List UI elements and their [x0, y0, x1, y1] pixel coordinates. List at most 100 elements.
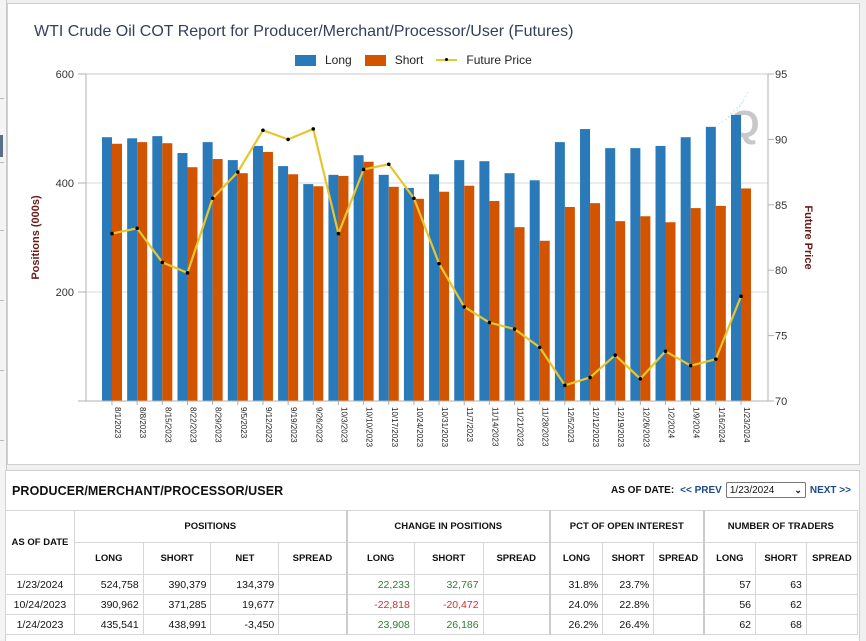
price-line-segment: [438, 263, 466, 308]
side-tick: [0, 98, 4, 99]
bar-short: [439, 191, 450, 401]
right-axis-tick-label: 80: [775, 265, 787, 277]
date-navigation: AS OF DATE: << PREV 1/23/2024 ⌄ NEXT >>: [611, 482, 851, 498]
header-pos-spread: SPREAD: [278, 542, 348, 575]
cell-chg-spread: [482, 614, 551, 635]
x-axis-tick-label: 12/19/2023: [616, 407, 625, 448]
x-axis-tick-label: 1/16/2024: [717, 407, 726, 443]
x-axis-tick-label: 8/8/2023: [138, 407, 147, 439]
chart-legend: Long Short Future Price: [295, 52, 545, 68]
table-sub-header-row: LONG SHORT NET SPREAD LONG SHORT SPREAD …: [6, 542, 859, 575]
cell-chg-spread: [482, 574, 551, 595]
cot-data-table: AS OF DATE POSITIONS CHANGE IN POSITIONS…: [5, 510, 859, 635]
bar-long: [504, 173, 515, 401]
bar-long: [680, 137, 691, 401]
price-point: [563, 383, 567, 388]
table-group-header-row: AS OF DATE POSITIONS CHANGE IN POSITIONS…: [5, 510, 858, 575]
bar-short: [514, 227, 525, 401]
right-axis-tick-label: 90: [775, 134, 787, 146]
price-line-segment: [387, 163, 415, 199]
bar-long: [731, 114, 741, 401]
header-pos-long: LONG: [73, 542, 144, 575]
cell-pos-short: 371,285: [142, 594, 212, 615]
price-point: [537, 345, 542, 350]
header-positions: POSITIONS: [73, 510, 348, 543]
legend-swatch-long: [295, 54, 316, 66]
bar-long: [303, 184, 314, 401]
cell-chg-long: 22,233: [345, 574, 415, 595]
x-axis-tick-label: 9/5/2023: [239, 407, 248, 439]
bar-long: [328, 174, 339, 401]
price-line-segment: [412, 197, 441, 265]
header-pos-short: SHORT: [142, 542, 212, 575]
bar-long: [605, 148, 616, 401]
x-axis-tick-label: 10/10/2023: [365, 407, 374, 448]
x-axis-tick-label: 8/22/2023: [188, 407, 197, 443]
bar-short: [262, 151, 273, 401]
x-axis-tick-label: 12/12/2023: [591, 407, 600, 448]
legend-item-future-price[interactable]: Future Price: [436, 53, 532, 67]
x-axis-tick-label: 12/26/2023: [641, 407, 650, 448]
left-axis-tick-label: 200: [56, 287, 74, 299]
price-point: [462, 305, 467, 309]
price-point: [361, 167, 366, 172]
legend-item-short[interactable]: Short: [364, 53, 423, 67]
cell-pos-long: 524,758: [73, 574, 144, 595]
price-point: [110, 231, 114, 236]
cell-pos-net: -3,450: [210, 614, 280, 635]
price-line-segment: [564, 376, 591, 387]
price-line-segment: [161, 261, 188, 274]
side-tab-marker[interactable]: [0, 135, 3, 157]
price-line-segment: [211, 171, 239, 200]
cell-tr-long: 56: [702, 594, 756, 615]
cell-chg-long: 23,908: [345, 614, 415, 635]
x-axis-tick-label: 1/2/2024: [667, 407, 676, 439]
price-point: [638, 376, 643, 381]
x-axis-tick-label: 11/21/2023: [516, 407, 525, 447]
price-point: [336, 231, 341, 236]
left-axis-tick-label: 600: [56, 69, 74, 81]
bar-long: [353, 155, 364, 401]
prev-date-link[interactable]: << PREV: [680, 484, 722, 496]
bar-short: [640, 216, 651, 401]
header-chg-short: SHORT: [413, 542, 484, 575]
cell-pos-long: 435,541: [73, 614, 144, 635]
price-point: [160, 260, 165, 265]
cell-pos-short: 438,991: [142, 614, 212, 635]
cell-chg-short: 26,186: [413, 614, 484, 635]
bar-long: [252, 145, 263, 401]
cell-tr-spread: [805, 574, 859, 595]
price-line-segment: [513, 328, 541, 349]
legend-swatch-short: [364, 54, 386, 66]
next-date-link[interactable]: NEXT >>: [809, 484, 851, 496]
cell-tr-long: 57: [702, 574, 756, 595]
header-pos-net: NET: [210, 542, 280, 575]
cell-date: 1/24/2023: [5, 614, 75, 635]
header-number-of-traders: NUMBER OF TRADERS: [702, 510, 858, 543]
cell-tr-short: 63: [755, 574, 807, 595]
price-point: [311, 127, 316, 131]
bar-long: [479, 161, 490, 401]
bar-long: [278, 166, 289, 401]
price-point: [437, 261, 441, 266]
price-line-segment: [538, 346, 566, 386]
price-point: [210, 196, 215, 201]
x-axis-tick-label: 8/1/2023: [113, 407, 122, 439]
side-tick: [0, 162, 4, 163]
date-select[interactable]: 1/23/2024 ⌄: [725, 482, 806, 498]
cell-chg-long: -22,818: [345, 594, 415, 615]
cell-tr-short: 68: [755, 614, 807, 635]
cell-pct-long: 31.8%: [548, 574, 604, 595]
date-select-value: 1/23/2024: [729, 484, 775, 496]
right-axis-tick-label: 95: [775, 69, 787, 81]
x-axis-tick-label: 9/19/2023: [289, 407, 298, 443]
cell-date: 10/24/2023: [5, 594, 75, 615]
price-point: [613, 353, 617, 358]
bar-long: [529, 180, 540, 401]
bar-short: [489, 200, 500, 401]
legend-item-long[interactable]: Long: [295, 53, 352, 67]
price-line-segment: [690, 358, 717, 367]
header-pct-spread: SPREAD: [653, 542, 705, 575]
bar-short: [741, 188, 751, 401]
